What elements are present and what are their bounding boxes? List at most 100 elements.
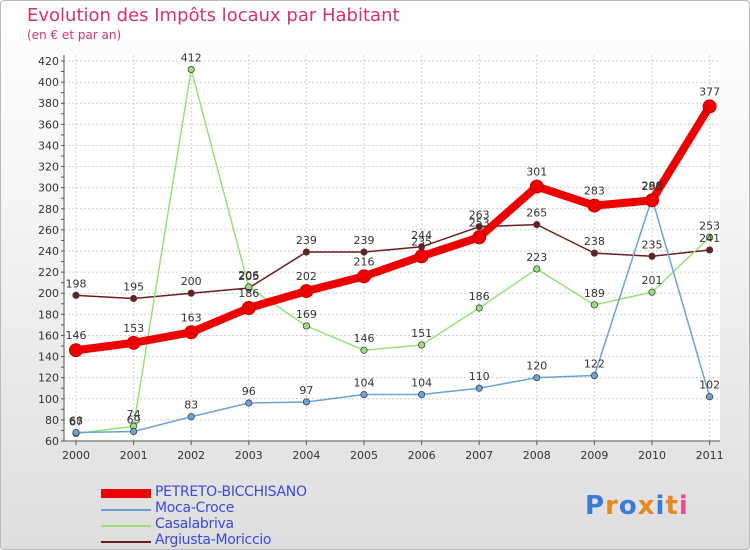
data-label: 235 xyxy=(642,238,663,251)
y-tick-label: 80 xyxy=(45,414,59,427)
y-tick-label: 400 xyxy=(38,76,59,89)
data-point xyxy=(472,230,487,245)
data-point xyxy=(417,341,426,349)
x-tick-label: 2007 xyxy=(465,449,493,462)
legend-swatch xyxy=(101,509,151,511)
data-point xyxy=(648,252,656,260)
data-label: 201 xyxy=(642,274,663,287)
data-label: 288 xyxy=(642,179,663,192)
data-point xyxy=(241,301,256,315)
y-tick-label: 200 xyxy=(38,287,59,300)
data-label: 151 xyxy=(411,327,432,340)
data-point xyxy=(417,390,426,399)
data-label: 74 xyxy=(127,408,141,421)
data-label: 153 xyxy=(123,322,144,335)
data-label: 83 xyxy=(184,399,198,412)
plot-area xyxy=(64,55,720,441)
x-tick-label: 2008 xyxy=(523,449,551,462)
y-tick-label: 360 xyxy=(38,118,59,131)
data-point xyxy=(187,65,195,74)
chart-subtitle: (en € et par an) xyxy=(27,28,122,42)
data-label: 110 xyxy=(469,370,490,383)
data-label: 205 xyxy=(238,270,259,283)
data-label: 97 xyxy=(299,384,313,397)
data-label: 186 xyxy=(238,287,259,300)
data-label: 102 xyxy=(699,379,720,392)
data-label: 169 xyxy=(296,308,317,321)
data-point xyxy=(187,413,195,421)
data-label: 195 xyxy=(123,281,144,294)
data-point xyxy=(590,249,599,257)
data-point xyxy=(475,384,483,392)
x-tick-label: 2009 xyxy=(580,449,608,462)
data-point xyxy=(130,294,138,303)
data-label: 163 xyxy=(181,311,202,324)
y-tick-label: 120 xyxy=(38,372,59,385)
data-point xyxy=(645,193,659,208)
data-point xyxy=(302,398,310,406)
data-point xyxy=(245,283,253,291)
logo-letter: P xyxy=(585,491,606,521)
data-point xyxy=(533,265,541,273)
data-point xyxy=(302,248,310,256)
series-line-moca-croce xyxy=(75,197,711,434)
y-tick-label: 60 xyxy=(45,435,59,448)
x-tick-label: 2006 xyxy=(408,449,436,462)
y-tick-label: 180 xyxy=(38,308,59,321)
data-label: 283 xyxy=(584,185,605,198)
proxiti-logo: Proxiti xyxy=(585,491,689,521)
y-tick-label: 220 xyxy=(38,266,59,279)
data-label: 200 xyxy=(181,275,202,288)
data-point xyxy=(360,390,368,399)
data-point xyxy=(705,393,714,401)
data-label: 239 xyxy=(296,234,317,247)
data-point xyxy=(360,248,368,256)
x-tick-label: 2005 xyxy=(350,449,378,462)
data-point xyxy=(184,325,199,340)
data-point xyxy=(302,322,310,330)
data-point xyxy=(529,179,544,194)
legend-swatch xyxy=(101,525,151,527)
data-point xyxy=(187,289,195,297)
data-label: 290 xyxy=(642,180,663,193)
data-label: 189 xyxy=(584,287,605,300)
data-point xyxy=(702,99,717,114)
series-line-argiusta-moriccio xyxy=(75,223,711,300)
legend-label: Argiusta-Moriccio xyxy=(155,532,272,548)
legend-label: PETRETO-BICCHISANO xyxy=(155,484,307,500)
data-label: 104 xyxy=(411,377,432,390)
data-point xyxy=(72,291,80,299)
data-label: 253 xyxy=(469,216,490,229)
data-label: 146 xyxy=(66,329,87,342)
data-point xyxy=(69,343,83,358)
x-tick-label: 2011 xyxy=(696,449,724,462)
data-label: 263 xyxy=(469,209,490,222)
data-label: 301 xyxy=(526,166,547,179)
data-label: 68 xyxy=(69,415,83,428)
data-label: 198 xyxy=(66,277,87,290)
y-tick-label: 160 xyxy=(38,329,59,342)
data-label: 206 xyxy=(238,269,259,282)
data-label: 69 xyxy=(127,414,141,427)
data-point xyxy=(130,427,138,436)
data-point xyxy=(648,288,656,296)
x-tick-label: 2003 xyxy=(235,449,263,462)
data-label: 186 xyxy=(469,290,490,303)
data-point xyxy=(587,198,602,213)
data-label: 216 xyxy=(354,255,375,268)
y-tick-label: 240 xyxy=(38,245,59,258)
x-tick-label: 2004 xyxy=(292,449,320,462)
chart-title: Evolution des Impôts locaux par Habitant xyxy=(27,5,400,26)
data-label: 235 xyxy=(411,235,432,248)
data-label: 146 xyxy=(354,332,375,345)
x-tick-label: 2000 xyxy=(62,449,90,462)
y-tick-label: 300 xyxy=(38,182,59,195)
data-label: 253 xyxy=(699,219,720,232)
data-point xyxy=(705,246,714,254)
data-point xyxy=(357,269,371,284)
data-label: 241 xyxy=(699,232,720,245)
data-point xyxy=(414,249,429,264)
logo-letter: i xyxy=(655,491,666,521)
